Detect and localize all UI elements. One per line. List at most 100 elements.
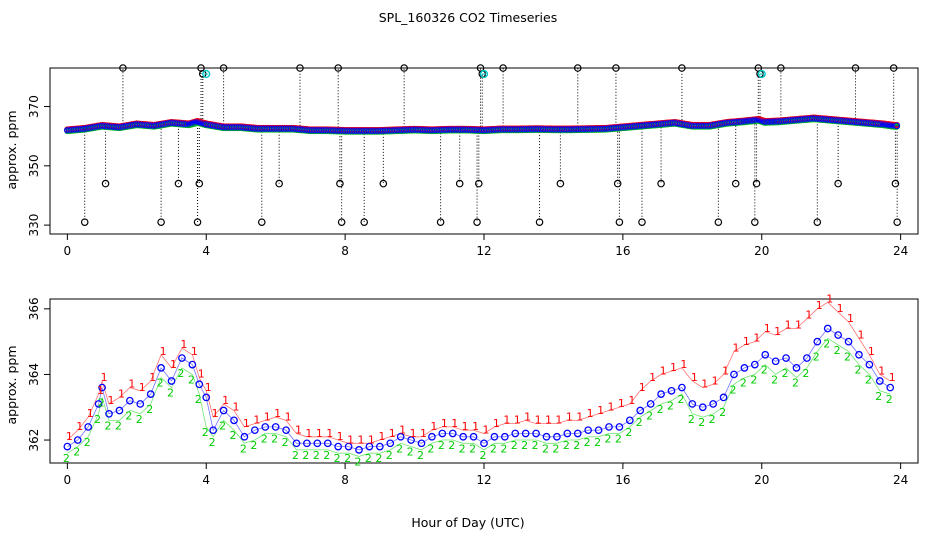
bottom-series-1-label: 1 [722,364,729,377]
bottom-series-3-point [219,406,228,415]
top-series-3-point [893,122,901,130]
bottom-series-3-point [803,354,811,362]
bottom-series-1-label: 1 [524,410,531,423]
bottom-series-2-label: 2 [73,446,80,459]
top-spike-marker [275,179,283,188]
bottom-series-2-label: 2 [396,442,403,455]
bottom-series-1-label: 1 [326,427,333,440]
top-spike-marker [80,218,89,226]
bottom-series-1-label: 1 [795,319,802,332]
bottom-series-2-label: 2 [438,439,445,452]
bottom-series-2-label: 2 [771,373,778,386]
bottom-series-1-label: 1 [732,341,739,354]
bottom-series-2-label: 2 [344,452,351,465]
bottom-series-2-label: 2 [292,449,299,462]
bottom-series-1-label: 1 [378,430,385,443]
bottom-series-1-label: 1 [545,414,552,427]
bottom-series-2-label: 2 [625,426,632,439]
bottom-series-3-point [136,400,145,408]
top-spike-marker [219,64,228,72]
bottom-series-2-label: 2 [688,413,695,426]
top-spike-marker [360,218,369,226]
bottom-series-3-point [813,337,822,346]
bottom-series-3-point [844,337,853,346]
bottom-series-1-label: 1 [212,407,219,420]
bottom-series-1-label: 1 [66,430,73,443]
bottom-series-3-point [709,400,718,408]
bottom-series-1-label: 1 [180,338,187,351]
top-x-tick-label: 12 [476,244,491,258]
bottom-series-3-point [84,423,93,431]
bottom-series-1-label: 1 [701,378,708,391]
bottom-series-1-label: 1 [483,423,490,436]
bottom-series-1-label: 1 [337,430,344,443]
bottom-series-1-label: 1 [805,309,812,322]
bottom-series-3-point [771,357,780,366]
bottom-series-3-point [657,390,665,398]
bottom-series-1-label: 1 [108,394,115,407]
bottom-series-2-label: 2 [375,452,382,465]
bottom-series-2-label: 2 [448,439,455,452]
bottom-series-2-label: 2 [761,364,768,377]
bottom-series-2-label: 2 [865,373,872,386]
bottom-series-1-line [67,301,891,444]
bottom-series-1-label: 1 [607,401,614,414]
bottom-series-3-point [625,416,634,425]
bottom-series-2-label: 2 [459,442,466,455]
bottom-series-1-label: 1 [87,407,94,420]
bottom-series-3-point [386,439,395,448]
top-spike-marker [535,218,544,226]
bottom-series-2-label: 2 [782,367,789,380]
bottom-series-3-point [500,432,509,441]
bottom-series-3-point [355,446,363,454]
top-spike-marker [337,218,346,226]
bottom-series-1-label: 1 [566,410,573,423]
bottom-series-2-label: 2 [209,436,216,449]
bottom-series-3-point [73,436,82,444]
bottom-series-1-label: 1 [451,417,458,430]
bottom-series-1-label: 1 [128,378,135,391]
bottom-series-1-label: 1 [774,325,781,338]
bottom-series-2-label: 2 [844,350,851,363]
bottom-series-2-label: 2 [427,442,434,455]
bottom-series-1-label: 1 [878,364,885,377]
bottom-series-3-point [740,364,749,372]
bottom-series-1-label: 1 [305,427,312,440]
bottom-series-3-point [594,426,603,435]
bottom-series-3-point [63,442,72,451]
bottom-series-2-label: 2 [136,413,143,426]
bottom-series-3-point [698,403,707,412]
bottom-series-2-label: 2 [823,337,830,350]
bottom-series-2-label: 2 [740,377,747,390]
bottom-series-3-point [636,406,645,415]
bottom-series-3-point [375,442,384,451]
bottom-series-3-point [313,439,322,448]
bottom-series-3-point [730,370,738,379]
bottom-series-1-label: 1 [847,312,854,325]
bottom-series-3-point [584,426,593,435]
bottom-series-1-label: 1 [253,414,260,427]
top-x-tick-label: 8 [341,244,349,258]
top-y-axis-label: approx. ppm [4,110,19,189]
bottom-series-2-label: 2 [552,442,559,455]
bottom-series-3-point [261,423,270,431]
top-spike-marker [474,179,483,188]
bottom-y-tick-label: 366 [27,297,41,320]
bottom-series-2-label: 2 [146,403,153,416]
bottom-series-2-label: 2 [188,373,195,386]
top-spike-marker [777,64,785,72]
top-spike-marker [638,218,646,226]
bottom-series-2-label: 2 [813,350,820,363]
top-spike-marker [436,218,445,226]
bottom-series-2-label: 2 [195,393,202,406]
bottom-series-3-point [521,429,530,438]
top-y-tick-label: 370 [27,95,41,118]
bottom-series-1-label: 1 [587,407,594,420]
bottom-series-2-label: 2 [240,442,247,455]
bottom-series-1-label: 1 [503,414,510,427]
bottom-series-3-point [417,439,426,448]
bottom-series-2-label: 2 [480,449,487,462]
bottom-y-axis-label: approx. ppm [4,345,19,424]
bottom-series-1-label: 1 [576,410,583,423]
bottom-series-2-label: 2 [886,393,893,406]
